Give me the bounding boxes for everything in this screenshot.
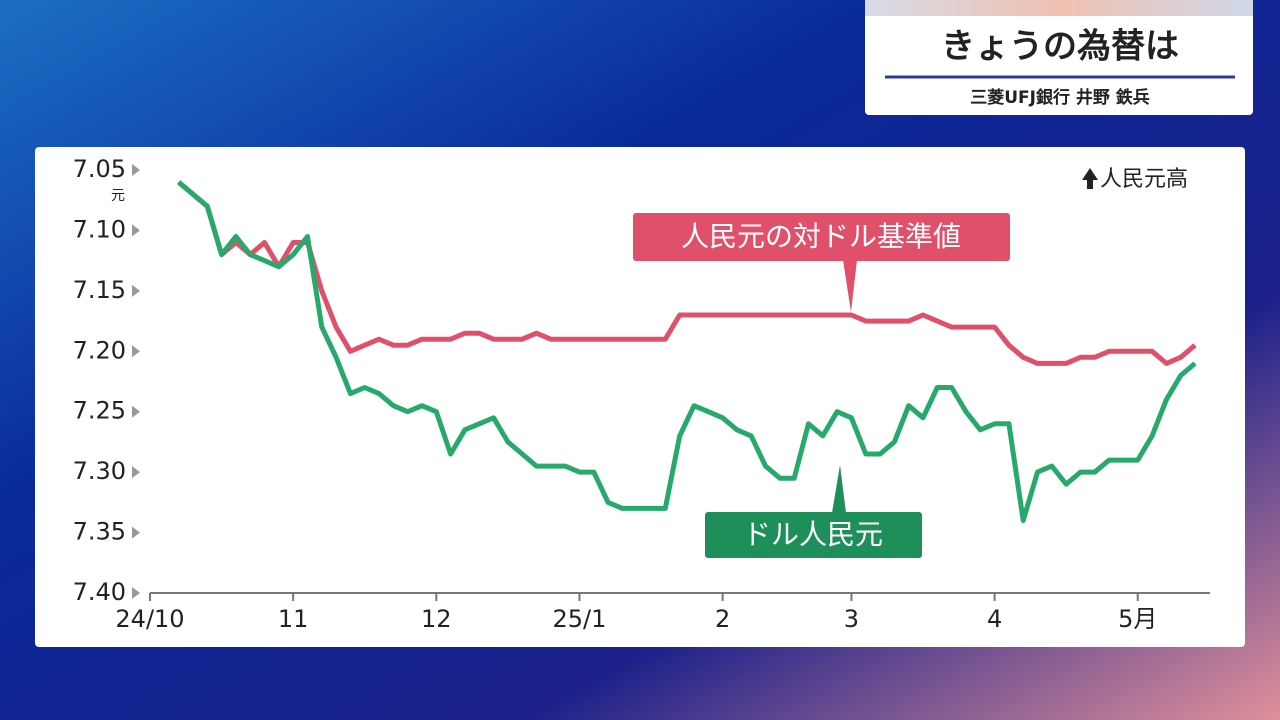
series-label: 人民元の対ドル基準値 bbox=[681, 220, 961, 253]
chart-card bbox=[35, 147, 1245, 647]
callout-pointer bbox=[843, 260, 857, 312]
y-tick-label: 7.25 bbox=[73, 397, 126, 425]
y-tick-mark bbox=[132, 224, 140, 237]
series-line bbox=[176, 180, 1197, 366]
y-tick-label: 7.05 bbox=[73, 155, 126, 183]
x-tick-label: 4 bbox=[987, 605, 1002, 633]
series-label: ドル人民元 bbox=[743, 518, 883, 551]
x-tick-label: 12 bbox=[421, 605, 452, 633]
series-line bbox=[176, 180, 1197, 523]
annotation: 人民元高 bbox=[1100, 167, 1188, 192]
y-tick-label: 7.40 bbox=[73, 578, 126, 606]
x-tick-label: 2 bbox=[715, 605, 730, 633]
x-tick-label: 11 bbox=[278, 605, 309, 633]
y-tick-label: 7.15 bbox=[73, 276, 126, 304]
y-tick-label: 7.10 bbox=[73, 215, 126, 243]
y-tick-mark bbox=[132, 526, 140, 539]
x-tick-label: 24/10 bbox=[115, 605, 184, 633]
y-unit: 元 bbox=[111, 188, 125, 204]
y-tick-mark bbox=[132, 466, 140, 479]
y-tick-mark bbox=[132, 405, 140, 418]
red-callout: 人民元の対ドル基準値 bbox=[633, 213, 1010, 312]
callout-box bbox=[705, 512, 922, 558]
y-tick-label: 7.30 bbox=[73, 457, 126, 485]
callout-pointer bbox=[832, 465, 846, 513]
title-box: きょうの為替は 三菱UFJ銀行 井野 鉄兵 bbox=[865, 0, 1253, 115]
y-tick-mark bbox=[132, 164, 140, 176]
y-tick-mark bbox=[132, 345, 140, 358]
title-panel bbox=[865, 0, 1253, 115]
y-tick-label: 7.20 bbox=[73, 336, 126, 364]
x-tick-label: 3 bbox=[844, 605, 859, 633]
green-callout: ドル人民元 bbox=[705, 465, 922, 558]
y-tick-label: 7.35 bbox=[73, 518, 126, 546]
y-tick-mark bbox=[132, 284, 140, 297]
subtitle: 三菱UFJ銀行 井野 鉄兵 bbox=[970, 87, 1150, 108]
callout-box bbox=[633, 213, 1010, 261]
x-tick-label: 25/1 bbox=[552, 605, 606, 633]
y-tick-mark bbox=[132, 587, 140, 599]
title-strip bbox=[865, 0, 1253, 16]
x-tick-label: 5月 bbox=[1118, 605, 1157, 633]
title: きょうの為替は bbox=[941, 27, 1179, 67]
up-arrow bbox=[1082, 168, 1098, 189]
